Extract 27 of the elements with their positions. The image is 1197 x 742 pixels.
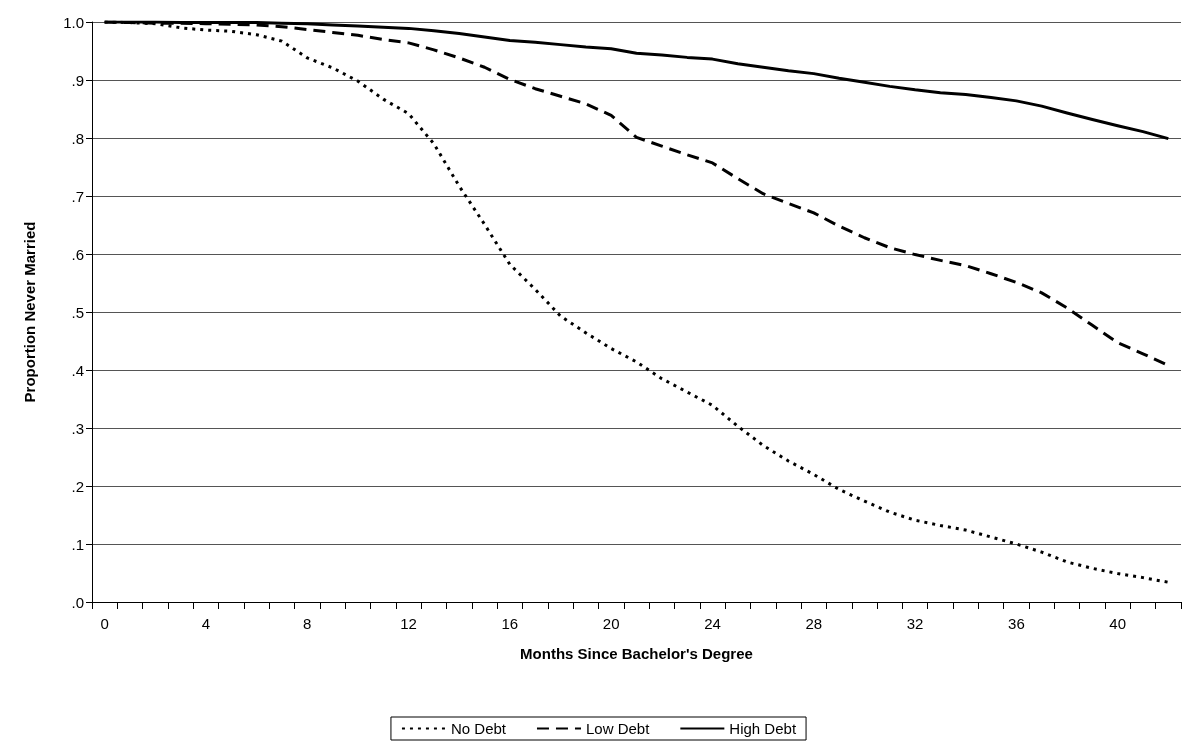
x-tick-label: 0	[100, 615, 109, 632]
y-tick-label: .5	[71, 303, 84, 321]
y-axis-title: Proportion Never Married	[21, 221, 38, 403]
x-tick-label: 8	[303, 615, 312, 632]
y-tick-label: .7	[71, 187, 84, 205]
x-tick-label: 4	[201, 615, 211, 632]
y-tick-label: .4	[71, 361, 84, 379]
y-tick-label: .0	[71, 593, 84, 611]
y-tick-label: .9	[71, 71, 84, 89]
x-tick-label: 12	[400, 615, 417, 632]
y-tick-label: .2	[71, 477, 84, 495]
x-tick-label: 40	[1109, 615, 1127, 632]
y-tick-label: .8	[71, 129, 84, 147]
x-tick-label: 24	[704, 615, 721, 632]
y-tick-label: 1.0	[63, 13, 84, 31]
y-tick-label: .3	[71, 419, 84, 437]
y-tick-label: .1	[71, 535, 84, 553]
x-tick-label: 28	[805, 615, 823, 632]
legend-label: Low Debt	[585, 720, 651, 737]
y-tick-label: .6	[71, 245, 84, 263]
x-tick-label: 32	[906, 615, 924, 632]
x-tick-label: 20	[602, 615, 620, 632]
x-tick-label: 36	[1008, 615, 1025, 632]
x-tick-label: 16	[501, 615, 519, 632]
legend-label: High Debt	[729, 720, 797, 737]
x-axis-title: Months Since Bachelor's Degree	[520, 645, 753, 662]
legend-label: No Debt	[450, 720, 507, 737]
